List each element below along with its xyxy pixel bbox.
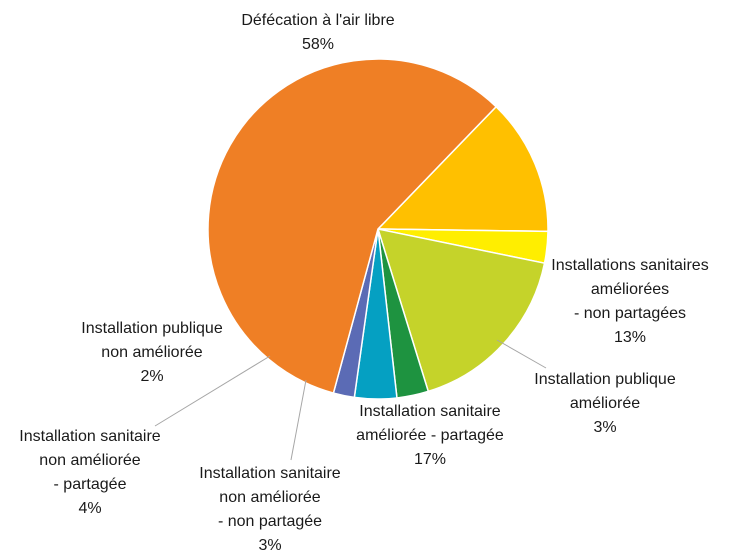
slice-label-1: Installations sanitaires améliorées - non … xyxy=(551,257,708,346)
slice-label-7: Défécation à l'air libre 58% xyxy=(241,12,394,53)
slice-label-5: Installation sanitaire non améliorée - par… xyxy=(19,428,161,517)
slice-value-label: 2% xyxy=(140,368,163,385)
slice-category-label: Installation sanitaire xyxy=(19,428,161,445)
slice-category-label: Défécation à l'air libre xyxy=(241,12,394,29)
slice-category-label: améliorée xyxy=(570,395,640,412)
slice-labels: Installations sanitaires améliorées - non … xyxy=(19,12,708,554)
slice-label-2: Installation publique améliorée 3% xyxy=(534,371,676,436)
slice-category-label: Installations sanitaires xyxy=(551,257,708,274)
slice-category-label: Installation publique xyxy=(81,320,223,337)
slice-category-label: Installation sanitaire xyxy=(199,465,341,482)
pie-slice-1 xyxy=(376,105,549,233)
pie-slice-3 xyxy=(376,228,546,393)
slice-label-3: Installation sanitaire améliorée - partag… xyxy=(356,403,504,468)
slice-value-label: 13% xyxy=(614,329,646,346)
slice-category-label: non améliorée xyxy=(39,452,141,469)
leader-lines xyxy=(154,339,547,461)
slice-category-label: non améliorée xyxy=(219,489,321,506)
slice-category-label: - partagée xyxy=(54,476,127,493)
slice-value-label: 3% xyxy=(593,419,616,436)
slice-category-label: - non partagées xyxy=(574,305,686,322)
slice-value-label: 58% xyxy=(302,36,334,53)
leader-line-2 xyxy=(496,339,547,369)
slice-label-4: Installation sanitaire non améliorée - non… xyxy=(199,465,341,554)
leader-line-5 xyxy=(154,355,271,427)
pie-slices xyxy=(207,58,549,400)
leader-line-4 xyxy=(290,379,307,461)
slice-category-label: - non partagée xyxy=(218,513,322,530)
slice-category-label: améliorées xyxy=(591,281,669,298)
slice-label-6: Installation publique non améliorée 2% xyxy=(81,320,223,385)
slice-category-label: non améliorée xyxy=(101,344,203,361)
slice-value-label: 3% xyxy=(258,537,281,554)
pie-slice-7 xyxy=(207,58,498,394)
slice-value-label: 4% xyxy=(78,500,101,517)
slice-category-label: Installation sanitaire xyxy=(359,403,501,420)
slice-category-label: Installation publique xyxy=(534,371,676,388)
slice-value-label: 17% xyxy=(414,451,446,468)
slice-category-label: améliorée - partagée xyxy=(356,427,504,444)
